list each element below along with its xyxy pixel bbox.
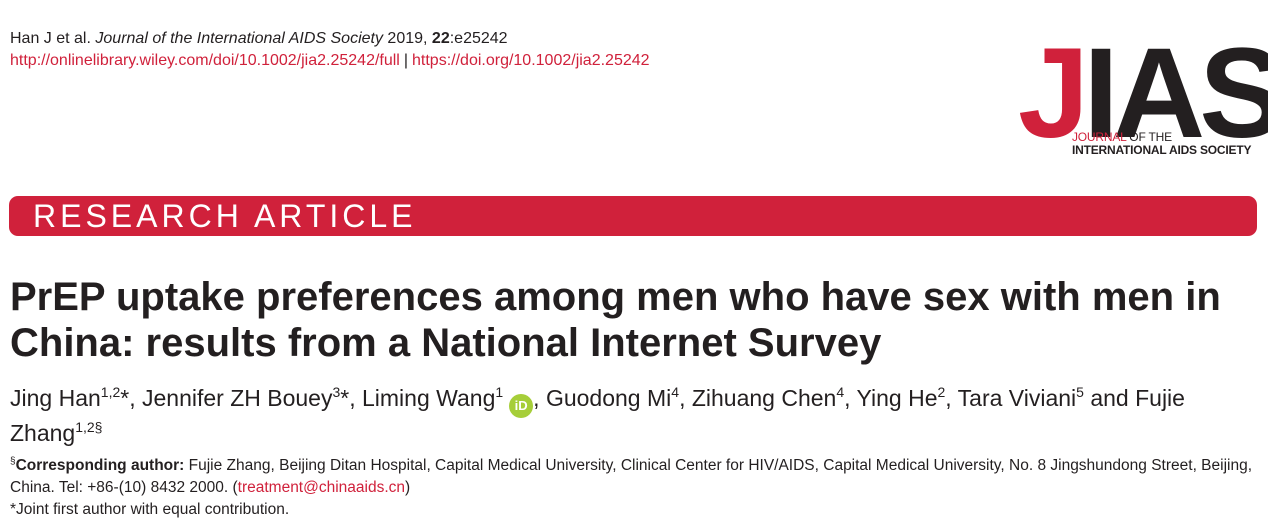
author-mark: * — [120, 385, 130, 411]
author-affiliation: 3 — [332, 384, 341, 400]
author-name: Fujie Zhang — [10, 385, 1185, 446]
corresponding-email-link[interactable]: treatment@chinaaids.cn — [237, 479, 406, 496]
citation-line: Han J et al. Journal of the Internationa… — [10, 28, 508, 50]
author-name: Guodong Mi — [545, 385, 672, 411]
author-affiliation: 4 — [671, 384, 680, 400]
author-mark: * — [340, 385, 350, 411]
corresponding-symbol: § — [10, 456, 16, 467]
corresponding-text: Fujie Zhang, Beijing Ditan Hospital, Cap… — [10, 457, 1253, 496]
citation-volume: 22 — [431, 30, 450, 47]
corresponding-author: §Corresponding author: Fujie Zhang, Beij… — [10, 455, 1260, 499]
author-separator: and — [1083, 385, 1136, 411]
citation-journal: Journal of the International AIDS Societ… — [95, 30, 383, 47]
author-affiliation: 5 — [1076, 384, 1084, 400]
author-name: Zihuang Chen — [691, 385, 837, 411]
article-type-label: RESEARCH ARTICLE — [33, 198, 417, 234]
logo-subtitle-society: INTERNATIONAL AIDS SOCIETY — [1072, 143, 1252, 157]
author-separator: , — [945, 385, 958, 411]
author-name: Tara Viviani — [957, 385, 1077, 411]
orcid-icon[interactable]: iD — [509, 394, 534, 418]
author-affiliation: 1,2§ — [75, 419, 103, 435]
author-separator: , — [844, 385, 857, 411]
author-affiliation: 1 — [495, 384, 504, 400]
logo-letters-ias: IAS — [1083, 22, 1268, 165]
logo-wordmark: JIAS — [1018, 30, 1268, 158]
citation-article-id: :e25242 — [449, 30, 508, 47]
author-name: Ying He — [856, 385, 938, 411]
citation-authors: Han J et al. — [10, 30, 91, 47]
article-title: PrEP uptake preferences among men who ha… — [10, 275, 1221, 365]
jias-logo: JIAS JOURNAL OF THE INTERNATIONAL AIDS S… — [1018, 30, 1268, 165]
logo-subtitle: JOURNAL OF THE INTERNATIONAL AIDS SOCIET… — [1072, 131, 1251, 157]
author-affiliation: 1,2 — [100, 384, 121, 400]
doi-link[interactable]: https://doi.org/10.1002/jia2.25242 — [412, 52, 650, 69]
author-separator: , — [679, 385, 692, 411]
link-separator: | — [403, 52, 409, 69]
author-affiliation: 4 — [836, 384, 845, 400]
author-name: Liming Wang — [362, 385, 496, 411]
citation-year: 2019, — [387, 30, 428, 47]
article-links: http://onlinelibrary.wiley.com/doi/10.10… — [10, 50, 650, 72]
joint-author-note: *Joint first author with equal contribut… — [10, 501, 290, 518]
author-separator: , — [129, 385, 142, 411]
corresponding-label: Corresponding author: — [15, 457, 185, 474]
full-text-link[interactable]: http://onlinelibrary.wiley.com/doi/10.10… — [10, 52, 400, 69]
author-name: Jing Han — [10, 385, 101, 411]
logo-subtitle-of-the: OF THE — [1126, 130, 1172, 144]
author-name: Jennifer ZH Bouey — [141, 385, 333, 411]
author-affiliation: 2 — [937, 384, 946, 400]
logo-subtitle-journal: JOURNAL — [1072, 130, 1127, 144]
author-list: Jing Han1,2*, Jennifer ZH Bouey3*, Limin… — [10, 383, 1260, 448]
logo-letter-j: J — [1018, 22, 1089, 165]
author-separator: , — [533, 385, 546, 411]
corresponding-close: ) — [405, 479, 411, 496]
author-separator: , — [349, 385, 362, 411]
article-type-banner: RESEARCH ARTICLE — [9, 196, 1257, 236]
